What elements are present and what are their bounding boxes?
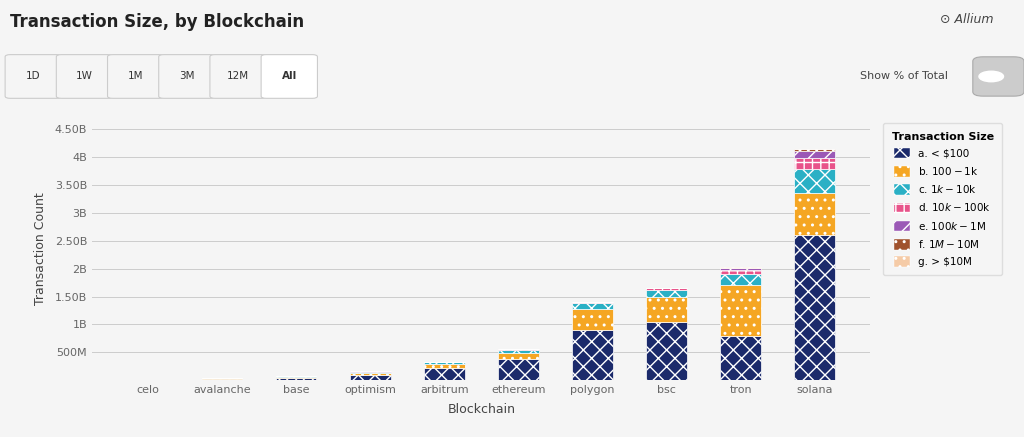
Bar	[795, 158, 835, 169]
Bar	[498, 349, 539, 350]
Text: 3M: 3M	[179, 72, 195, 81]
Bar	[202, 378, 243, 380]
Bar	[795, 152, 835, 158]
Bar	[350, 375, 390, 380]
Bar	[275, 378, 316, 380]
Text: ⊙ Allium: ⊙ Allium	[940, 13, 993, 26]
Bar	[646, 290, 687, 297]
Bar	[275, 377, 316, 378]
Bar	[572, 303, 612, 309]
Text: All: All	[282, 72, 297, 81]
Bar	[646, 297, 687, 322]
Bar	[646, 288, 687, 290]
Bar	[720, 285, 761, 336]
Text: Transaction Size, by Blockchain: Transaction Size, by Blockchain	[10, 13, 304, 31]
Bar	[720, 274, 761, 285]
Bar	[572, 330, 612, 380]
Text: 1D: 1D	[26, 72, 41, 81]
Bar	[498, 350, 539, 353]
Text: 12M: 12M	[227, 72, 249, 81]
Bar	[424, 364, 465, 368]
Bar	[795, 149, 835, 152]
Bar	[424, 368, 465, 380]
Bar	[350, 372, 390, 373]
Text: Show % of Total: Show % of Total	[860, 72, 948, 81]
Bar	[795, 235, 835, 380]
Bar	[720, 268, 761, 270]
Text: 1M: 1M	[128, 72, 143, 81]
Y-axis label: Transaction Count: Transaction Count	[34, 193, 46, 305]
Text: 1W: 1W	[76, 72, 93, 81]
Bar	[572, 302, 612, 303]
Bar	[646, 322, 687, 380]
Bar	[720, 270, 761, 274]
Bar	[424, 362, 465, 364]
Bar	[350, 373, 390, 375]
Bar	[720, 336, 761, 380]
X-axis label: Blockchain: Blockchain	[447, 403, 515, 416]
Bar	[498, 353, 539, 359]
Bar	[498, 359, 539, 380]
Bar	[720, 267, 761, 268]
Legend: a. < $100, b. $100 - $1k, c. $1k - $10k, d. $10k - $100k, e. $100k - $1M, f. $1M: a. < $100, b. $100 - $1k, c. $1k - $10k,…	[884, 123, 1002, 275]
Bar	[795, 193, 835, 235]
Bar	[795, 169, 835, 193]
Bar	[572, 309, 612, 330]
